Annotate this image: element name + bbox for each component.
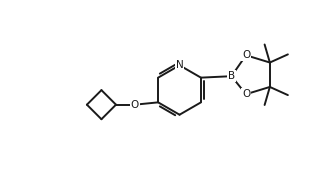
Text: B: B [228, 71, 235, 81]
Text: N: N [176, 60, 183, 70]
Text: O: O [242, 89, 250, 99]
Text: O: O [242, 50, 250, 60]
Text: O: O [131, 100, 139, 110]
